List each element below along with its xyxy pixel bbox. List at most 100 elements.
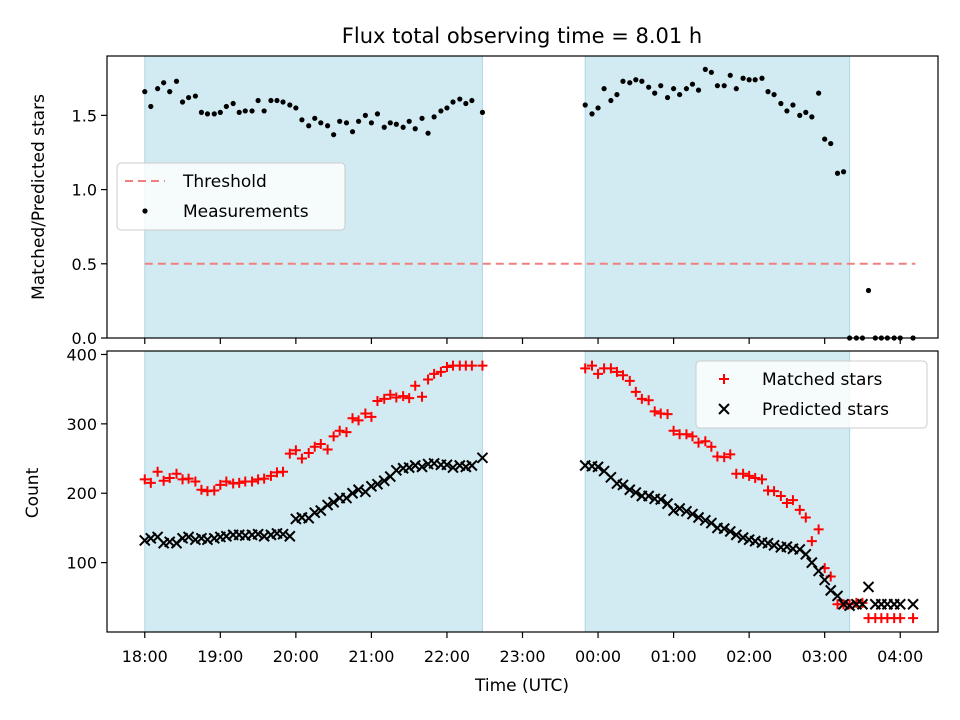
top-point — [280, 99, 286, 105]
top-point — [614, 91, 620, 98]
top-point — [620, 78, 626, 84]
bottom-y-tick-label: 200 — [66, 484, 97, 503]
bottom-point — [642, 490, 655, 502]
top-point — [595, 105, 601, 111]
bottom-point — [718, 522, 730, 535]
bottom-point — [278, 466, 289, 477]
bottom-point — [655, 493, 667, 506]
top-point — [412, 126, 418, 132]
top-panel: 0.0 0.5 1.0 1.5 Threshold Measurements — [72, 55, 939, 348]
bottom-point — [429, 368, 440, 379]
bottom-point — [476, 452, 489, 464]
bottom-point — [365, 480, 378, 493]
top-y-tick-label: 1.0 — [72, 181, 97, 200]
bottom-point — [296, 453, 307, 464]
bottom-point — [309, 441, 320, 452]
bottom-legend-box — [695, 360, 928, 429]
bottom-point — [692, 511, 705, 524]
top-legend-label: Measurements — [183, 202, 309, 222]
bottom-x-tick-label: 21:00 — [348, 647, 394, 666]
bottom-point — [587, 360, 598, 371]
bottom-series-0 — [139, 360, 919, 624]
top-point — [677, 91, 683, 98]
top-point — [192, 93, 198, 99]
bottom-point — [611, 366, 622, 377]
bottom-panel: 100 200 300 400 18:00 19:00 20:00 21:00 22:00 23:… — [66, 345, 939, 666]
bottom-shaded-span-0 — [144, 350, 483, 633]
top-point — [714, 83, 721, 89]
bottom-point — [719, 452, 730, 463]
top-point — [670, 86, 677, 92]
bottom-point — [737, 531, 749, 544]
bottom-point — [385, 389, 396, 400]
top-point — [249, 108, 255, 114]
bottom-y-tick-label: 400 — [66, 345, 97, 364]
top-point — [589, 111, 595, 117]
top-y-tick-label: 0.5 — [72, 255, 97, 274]
top-point — [803, 109, 809, 115]
top-point — [173, 78, 180, 84]
top-point — [444, 105, 450, 111]
bottom-point — [668, 425, 679, 436]
bottom-point — [856, 598, 869, 610]
bottom-point — [435, 366, 446, 377]
bottom-point — [284, 448, 295, 459]
bottom-x-tick-label: 23:00 — [499, 647, 545, 666]
bottom-point — [171, 468, 182, 479]
top-legend-box — [116, 162, 346, 231]
top-point — [400, 124, 406, 130]
top-point — [293, 105, 299, 111]
bottom-point — [277, 528, 289, 540]
top-point — [664, 94, 671, 101]
bottom-point — [781, 540, 793, 553]
bottom-point — [183, 473, 194, 484]
bottom-point — [221, 476, 232, 487]
bottom-point — [139, 534, 151, 547]
bottom-x-tick-label: 19:00 — [197, 647, 243, 666]
bottom-point — [404, 393, 415, 404]
top-point — [362, 112, 368, 118]
bottom-point — [322, 444, 333, 455]
bottom-point — [617, 479, 629, 491]
bottom-point — [196, 484, 207, 495]
bottom-point — [366, 411, 377, 422]
top-point — [469, 97, 475, 104]
top-point — [702, 66, 708, 72]
top-point — [601, 86, 607, 92]
bottom-point — [372, 395, 383, 406]
bottom-point — [862, 581, 875, 593]
top-point — [142, 89, 148, 95]
bottom-point — [680, 505, 693, 517]
top-point — [740, 75, 746, 81]
top-point — [368, 120, 375, 126]
top-point — [261, 108, 267, 114]
top-point — [381, 124, 387, 130]
top-point — [633, 77, 639, 83]
bottom-point — [724, 525, 736, 538]
top-point — [865, 287, 872, 294]
top-point — [658, 83, 664, 89]
bottom-point — [700, 436, 711, 447]
bottom-legend-label: Predicted stars — [762, 400, 889, 420]
bottom-y-axis-label: Count — [23, 467, 43, 518]
top-point — [355, 118, 362, 124]
top-point — [167, 89, 173, 95]
top-point — [204, 111, 211, 117]
top-point — [406, 118, 412, 124]
top-point — [784, 108, 790, 114]
bottom-point — [290, 445, 301, 456]
bottom-point — [139, 474, 150, 485]
bottom-point — [744, 470, 755, 481]
bottom-point — [693, 437, 704, 448]
bottom-point — [617, 370, 628, 381]
top-point — [652, 90, 658, 96]
top-point — [816, 90, 822, 96]
bottom-point — [787, 495, 798, 506]
bottom-point — [252, 528, 264, 540]
top-point — [217, 109, 223, 115]
bottom-point — [441, 459, 453, 471]
bottom-point — [182, 531, 195, 543]
top-point — [198, 109, 205, 115]
bottom-point — [800, 512, 811, 523]
bottom-point — [410, 380, 421, 391]
